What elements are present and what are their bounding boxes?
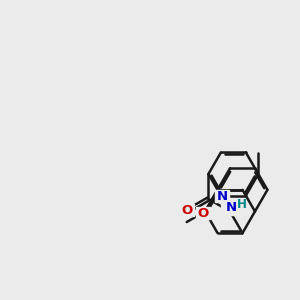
- Text: O: O: [182, 204, 193, 217]
- Text: H: H: [236, 198, 247, 211]
- Bar: [196, 207, 210, 219]
- Text: N: N: [226, 202, 237, 214]
- Bar: [180, 204, 194, 216]
- Bar: [221, 201, 242, 215]
- Text: N: N: [217, 190, 228, 202]
- Bar: [215, 190, 229, 202]
- Text: O: O: [198, 207, 209, 220]
